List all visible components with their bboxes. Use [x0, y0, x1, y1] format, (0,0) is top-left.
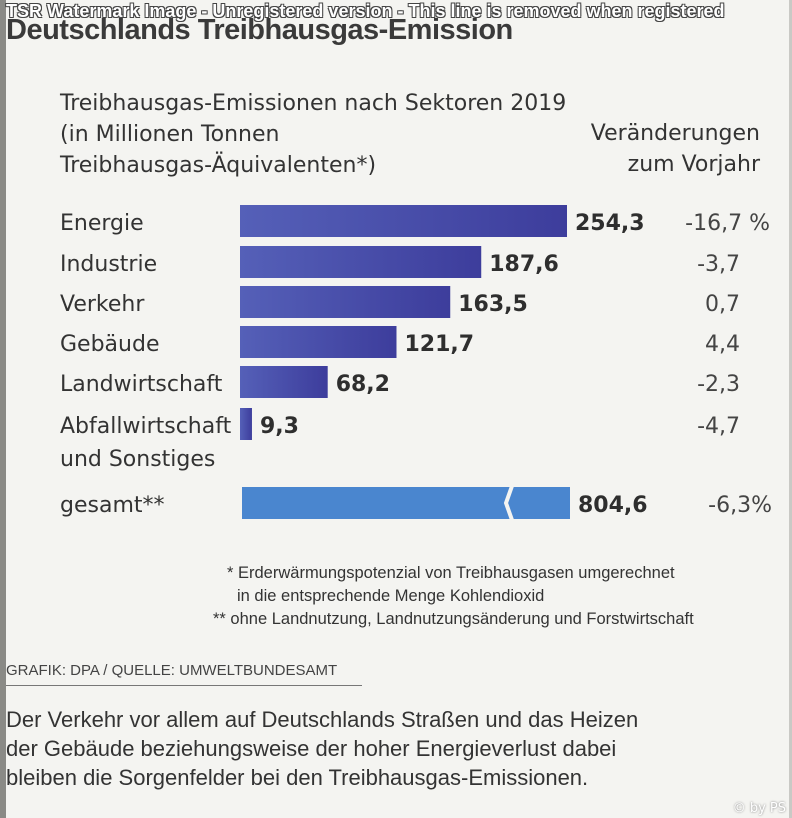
- chart-title-line: Treibhausgas-Äquivalenten*): [60, 153, 377, 178]
- source-credit: GRAFIK: DPA / QUELLE: UMWELTBUNDESAMT: [6, 662, 338, 679]
- footnote-line: in die entsprechende Menge Kohlendioxid: [237, 587, 545, 605]
- category-label: Industrie: [60, 252, 157, 277]
- photo-credit: © by PS: [732, 801, 786, 816]
- bar: [240, 286, 451, 318]
- bar: [240, 326, 397, 358]
- bar: [240, 408, 252, 440]
- category-label: Verkehr: [60, 292, 145, 317]
- category-label: und Sonstiges: [60, 447, 215, 472]
- watermark-text: TSR Watermark Image - Unregistered versi…: [6, 1, 725, 21]
- scan-edge: [0, 0, 6, 818]
- value-label: 121,7: [404, 332, 474, 357]
- value-label: 187,6: [489, 252, 559, 277]
- total-value-label: 804,6: [578, 493, 648, 518]
- change-label: -4,7: [697, 414, 740, 439]
- chart-title-line: Treibhausgas-Emissionen nach Sektoren 20…: [60, 91, 567, 116]
- footnote-line: * Erderwärmungspotenzial von Treibhausga…: [227, 564, 675, 582]
- bar: [240, 366, 328, 398]
- change-column-header: Veränderungen zum Vorjahr: [591, 118, 760, 180]
- caption-line: bleiben die Sorgenfelder bei den Treibha…: [6, 765, 589, 790]
- category-label: Landwirtschaft: [60, 372, 223, 397]
- caption-line: Der Verkehr vor allem auf Deutschlands S…: [6, 707, 639, 732]
- bar: [240, 246, 482, 278]
- category-label: Gebäude: [60, 332, 159, 357]
- axis-break-mark: [503, 485, 514, 521]
- article-caption: Der Verkehr vor allem auf Deutschlands S…: [6, 705, 638, 792]
- value-label: 163,5: [458, 292, 528, 317]
- caption-line: der Gebäude beziehungsweise der hoher En…: [6, 736, 617, 761]
- total-bar: [242, 487, 570, 519]
- footnote-line: ** ohne Landnutzung, Landnutzungsänderun…: [213, 610, 694, 628]
- bar: [240, 205, 567, 237]
- change-label: -2,3: [697, 372, 740, 397]
- total-label: gesamt**: [60, 493, 165, 518]
- change-header-line: zum Vorjahr: [627, 152, 760, 177]
- value-label: 254,3: [575, 211, 645, 236]
- change-label: 0,7: [705, 292, 740, 317]
- footnotes: * Erderwärmungspotenzial von Treibhausga…: [205, 562, 694, 631]
- page-title: Deutschlands Treibhausgas-Emission: [6, 14, 513, 46]
- change-label: -3,7: [697, 252, 740, 277]
- category-label: Abfallwirtschaft: [60, 414, 232, 439]
- change-header-line: Veränderungen: [590, 121, 760, 146]
- change-label: -16,7 %: [685, 211, 770, 236]
- value-label: 68,2: [336, 372, 390, 397]
- chart-title: Treibhausgas-Emissionen nach Sektoren 20…: [60, 88, 566, 181]
- bar-chart: Energie 254,3 -16,7 % Industrie 187,6 -3,7 Ver…: [60, 205, 772, 521]
- change-label: 4,4: [705, 332, 740, 357]
- divider: [6, 685, 362, 686]
- value-label: 9,3: [260, 414, 299, 439]
- chart-title-line: (in Millionen Tonnen: [60, 122, 280, 147]
- total-change-label: -6,3%: [708, 493, 772, 518]
- category-label: Energie: [60, 211, 144, 236]
- scan-edge-right: [789, 0, 792, 818]
